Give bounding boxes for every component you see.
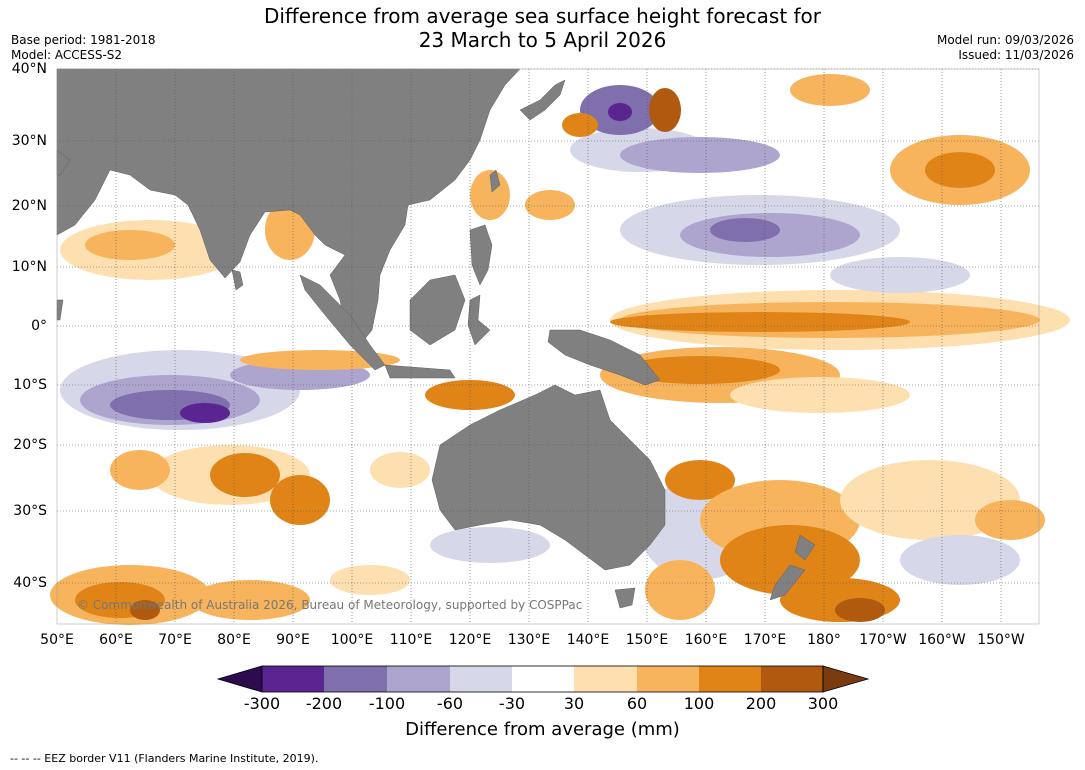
lon-label: 140°E (566, 632, 610, 648)
colorbar-tick: 300 (807, 694, 839, 713)
colorbar-over-arrow (822, 665, 870, 693)
lon-label: 170°W (859, 632, 907, 648)
lon-label: 50°E (40, 632, 74, 648)
colorbar-bin (387, 666, 450, 692)
model-run: Model run: 09/03/2026 (936, 33, 1074, 47)
colorbar-bin (574, 666, 637, 692)
colorbar-tick: -60 (436, 694, 464, 713)
issued-date: Issued: 11/03/2026 (958, 48, 1074, 62)
colorbar-bin (699, 666, 761, 692)
lat-label: 40°S (13, 575, 47, 591)
lat-label: 30°N (11, 133, 47, 149)
colorbar-bin (262, 666, 324, 692)
australia-landmass (431, 384, 666, 571)
lat-label: 30°S (13, 503, 47, 519)
colorbar-title: Difference from average (mm) (405, 719, 680, 740)
lon-label: 160°W (918, 632, 966, 648)
lon-label: 80°E (217, 632, 251, 648)
colorbar-tick: 60 (626, 694, 648, 713)
lon-label: 150°E (625, 632, 669, 648)
colorbar-bin (637, 666, 699, 692)
lat-label: 40°N (11, 61, 47, 77)
eez-footnote: -- -- -- EEZ border V11 (Flanders Marine… (10, 752, 319, 765)
lon-label: 150°W (977, 632, 1025, 648)
asia-landmass (56, 68, 521, 346)
colorbar-bin (761, 666, 823, 692)
borneo-landmass (409, 274, 466, 346)
copyright-notice: © Commonwealth of Australia 2026, Bureau… (77, 598, 583, 612)
lon-label: 100°E (330, 632, 374, 648)
lon-label: 110°E (389, 632, 433, 648)
lon-label: 160°E (684, 632, 728, 648)
lon-label: 120°E (448, 632, 492, 648)
philippines-landmass (469, 224, 493, 286)
colorbar-bin (450, 666, 512, 692)
lon-label: 60°E (99, 632, 133, 648)
colorbar-bin (324, 666, 387, 692)
colorbar-tick: 30 (563, 694, 585, 713)
colorbar-under-arrow (216, 665, 263, 693)
title-line-1: Difference from average sea surface heig… (263, 4, 822, 28)
title-line-2: 23 March to 5 April 2026 (418, 28, 667, 52)
colorbar (216, 665, 870, 693)
lat-label: 10°N (11, 259, 47, 275)
anomaly-field (50, 74, 1070, 625)
lon-label: 70°E (158, 632, 192, 648)
chart-title: Difference from average sea surface heig… (0, 4, 1085, 52)
land-masses (56, 68, 816, 609)
base-period: Base period: 1981-2018 (11, 33, 156, 47)
lat-label: 10°S (13, 377, 47, 393)
colorbar-tick: 100 (683, 694, 715, 713)
japan-landmass (519, 79, 566, 121)
meta-right: Model run: 09/03/2026 Issued: 11/03/2026 (937, 33, 1074, 63)
lat-label: 0° (31, 318, 47, 334)
colorbar-tick: 200 (745, 694, 777, 713)
meta-left: Base period: 1981-2018 Model: ACCESS-S2 (11, 33, 156, 63)
graticule (57, 68, 1039, 624)
model-name: Model: ACCESS-S2 (11, 48, 123, 62)
colorbar-tick: -300 (243, 694, 281, 713)
lat-label: 20°N (11, 198, 47, 214)
lon-label: 90°E (276, 632, 310, 648)
lon-label: 170°E (743, 632, 787, 648)
lat-label: 20°S (13, 437, 47, 453)
colorbar-bin (512, 666, 574, 692)
lon-label: 180° (807, 632, 841, 648)
map-frame (56, 68, 1040, 625)
new-zealand-landmass (769, 534, 816, 601)
colorbar-tick: -30 (498, 694, 526, 713)
sumatra-landmass (299, 274, 386, 371)
lon-label: 130°E (507, 632, 551, 648)
colorbar-tick: -200 (305, 694, 343, 713)
colorbar-tick: -100 (368, 694, 406, 713)
